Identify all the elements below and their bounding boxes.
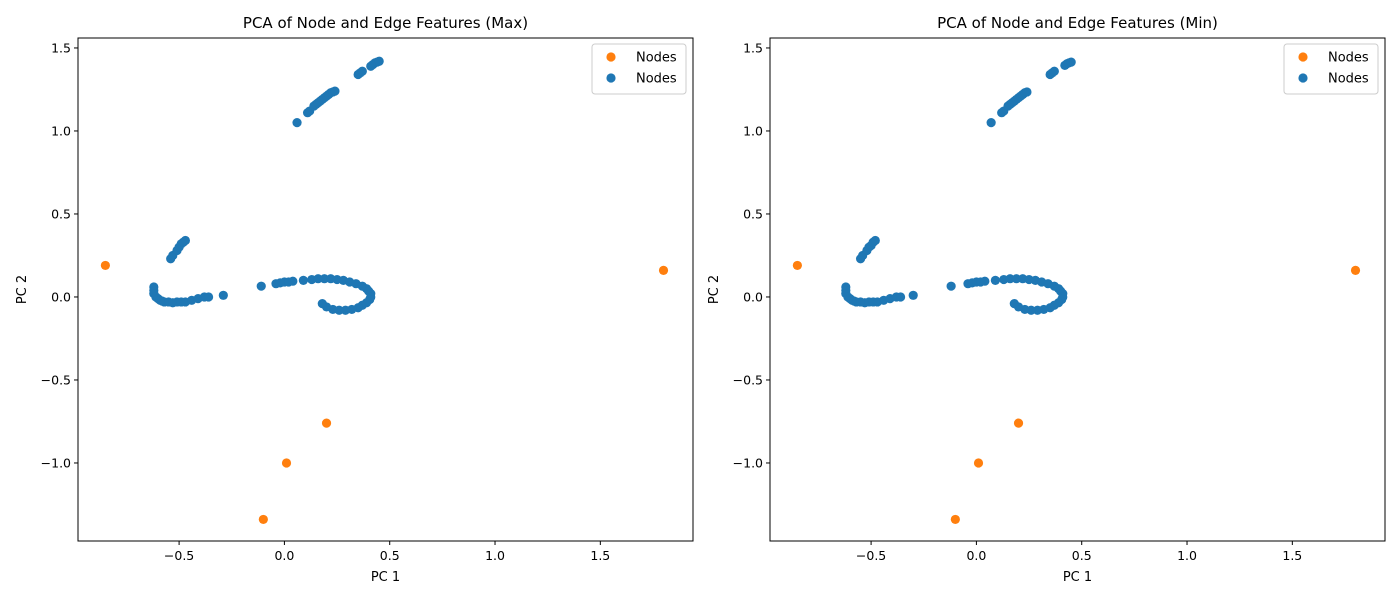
- series-2-point-1: [292, 118, 302, 128]
- x-tick-label: 1.0: [1177, 548, 1197, 563]
- series-2-point-14: [330, 86, 340, 96]
- series-2-point-57: [319, 274, 330, 284]
- chart-title: PCA of Node and Edge Features (Min): [937, 14, 1218, 32]
- series-2-point-27: [870, 235, 880, 246]
- legend-marker: [606, 73, 616, 83]
- y-tick-label: 1.5: [743, 40, 763, 55]
- y-tick-label: −1.0: [733, 455, 763, 470]
- series-2-point-77: [317, 299, 327, 309]
- chart-title: PCA of Node and Edge Features (Max): [243, 14, 528, 32]
- x-tick-label: 1.5: [590, 548, 610, 563]
- x-tick-label: −0.5: [164, 548, 194, 563]
- x-tick-label: 0.0: [274, 548, 294, 563]
- y-tick-label: −1.0: [41, 455, 71, 470]
- y-tick-label: 0.0: [743, 289, 763, 304]
- series-2-point-29: [180, 235, 191, 246]
- legend: Nodes Nodes: [591, 43, 687, 95]
- legend-label: Nodes: [1328, 72, 1369, 87]
- legend-label: Nodes: [1328, 51, 1369, 66]
- series-2-point-54: [1005, 274, 1015, 284]
- series-1-point-1: [100, 260, 110, 271]
- series-1-point-2: [1350, 265, 1361, 276]
- x-tick-label: 1.0: [485, 548, 505, 563]
- series-2-point-71: [1032, 305, 1043, 315]
- legend-label: Nodes: [636, 72, 677, 87]
- series-1-point-4: [973, 458, 984, 468]
- data-points: [792, 57, 1361, 525]
- y-axis-label: PC 2: [707, 275, 722, 304]
- data-points: [100, 56, 669, 525]
- y-tick-label: 1.5: [51, 40, 71, 55]
- x-tick-label: −0.5: [856, 548, 886, 563]
- series-2-point-1: [986, 118, 996, 128]
- series-1-point-5: [258, 514, 268, 525]
- series-2-point-51: [980, 276, 990, 286]
- series-2-point-20: [1066, 57, 1076, 67]
- plot-frame: [77, 37, 694, 542]
- legend-label: Nodes: [636, 51, 677, 66]
- series-2-point-16: [1049, 66, 1059, 76]
- series-1-point-1: [792, 260, 802, 271]
- y-tick-label: 0.0: [51, 289, 71, 304]
- series-2-point-46: [946, 281, 956, 291]
- y-tick-label: 0.5: [51, 206, 71, 221]
- series-2-point-22: [374, 56, 384, 66]
- series-2-point-48: [256, 281, 266, 291]
- x-tick-label: 0.5: [1072, 548, 1092, 563]
- x-tick-label: 0.5: [380, 548, 400, 563]
- legend-marker: [1298, 73, 1308, 83]
- x-tick-label: 0.0: [966, 548, 986, 563]
- series-2-point-17: [357, 66, 367, 76]
- y-tick-label: −0.5: [733, 372, 763, 387]
- series-2-point-54: [298, 275, 308, 285]
- x-tick-label: 1.5: [1282, 548, 1302, 563]
- legend-marker: [1298, 52, 1308, 62]
- y-axis-label: PC 2: [15, 275, 30, 304]
- x-axis-label: PC 1: [371, 570, 400, 585]
- series-1-point-3: [1013, 418, 1024, 428]
- chart-panel-1: PCA of Node and Edge Features (Max) −0.5 0…: [15, 14, 694, 585]
- series-1-point-3: [321, 418, 332, 428]
- series-2-point-75: [1009, 299, 1019, 309]
- plot-frame: [769, 37, 1386, 542]
- y-tick-label: 0.5: [743, 206, 763, 221]
- series-2-point-56: [313, 274, 323, 284]
- x-axis-label: PC 1: [1063, 570, 1092, 585]
- series-2-point-13: [1022, 87, 1032, 97]
- chart-panel-2: PCA of Node and Edge Features (Min) −0.5 0…: [707, 14, 1386, 585]
- series-2-point-55: [1011, 274, 1022, 284]
- y-tick-label: −0.5: [41, 372, 71, 387]
- series-2-point-47: [218, 290, 228, 300]
- y-tick-label: 1.0: [743, 123, 763, 138]
- series-2-point-53: [288, 276, 298, 286]
- series-1-point-2: [658, 265, 669, 276]
- legend: Nodes Nodes: [1283, 43, 1379, 95]
- series-2-point-44: [895, 292, 906, 302]
- series-1-point-5: [950, 514, 960, 525]
- series-1-point-4: [281, 458, 292, 468]
- y-tick-label: 1.0: [51, 123, 71, 138]
- series-2-point-45: [908, 290, 918, 300]
- series-2-point-46: [203, 292, 214, 302]
- legend-marker: [606, 52, 616, 62]
- series-2-point-52: [990, 275, 1000, 285]
- series-2-point-73: [340, 305, 351, 315]
